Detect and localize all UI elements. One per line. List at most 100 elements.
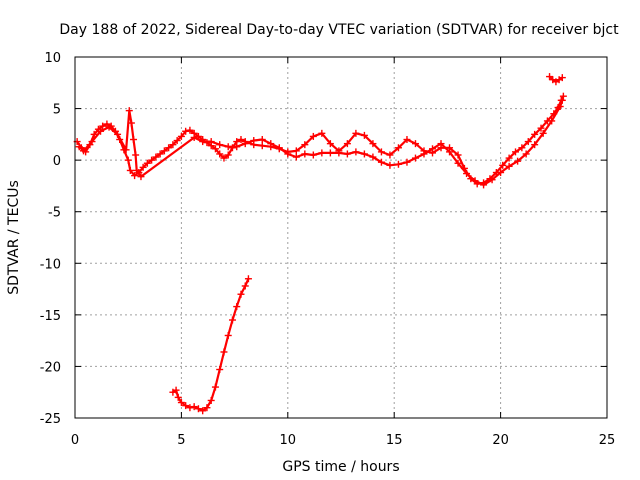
data-point (224, 143, 232, 151)
series-1 (73, 92, 567, 188)
data-point (292, 147, 300, 155)
y-tick-label: -20 (40, 360, 61, 375)
data-point (318, 129, 326, 137)
data-point (97, 127, 105, 135)
data-point (190, 403, 198, 411)
data-point (511, 148, 519, 156)
y-tick-label: 0 (53, 154, 61, 169)
data-point (463, 170, 471, 178)
data-point (216, 150, 224, 158)
data-point (224, 151, 232, 159)
data-point (88, 138, 96, 146)
data-point (343, 150, 351, 158)
data-point (241, 140, 249, 148)
series-2 (75, 96, 566, 189)
data-point (216, 366, 224, 374)
data-point (90, 130, 98, 138)
data-point (539, 129, 547, 137)
x-tick-label: 10 (280, 433, 297, 448)
data-point (99, 122, 107, 130)
x-tick-label: 5 (177, 433, 185, 448)
data-point (309, 132, 317, 140)
data-point (437, 140, 445, 148)
data-point (446, 148, 454, 156)
data-point (203, 404, 211, 412)
plot-frame (74, 56, 608, 419)
data-point (114, 130, 122, 138)
data-point (174, 393, 182, 401)
series-line (171, 277, 250, 412)
data-point (369, 153, 377, 161)
y-tick-label: -15 (40, 309, 61, 324)
data-point (233, 303, 241, 311)
data-point (177, 399, 185, 407)
grid-lines (75, 57, 607, 418)
data-point (420, 150, 428, 158)
y-tick-label: -25 (40, 412, 61, 427)
data-point (352, 129, 360, 137)
data-point (524, 138, 532, 146)
data-point (514, 157, 522, 165)
data-point (182, 402, 190, 410)
data-point (394, 144, 402, 152)
data-point (275, 144, 283, 152)
data-point (531, 141, 539, 149)
data-point (518, 144, 526, 152)
data-point (326, 140, 334, 148)
data-point (352, 148, 360, 156)
data-point (80, 147, 88, 155)
data-point (130, 136, 138, 144)
data-point (182, 127, 190, 135)
data-point (377, 158, 385, 166)
series-4 (169, 275, 252, 415)
data-point (224, 331, 232, 339)
data-point (546, 73, 554, 81)
data-point (505, 154, 513, 162)
data-point (237, 136, 245, 144)
data-point (377, 148, 385, 156)
data-point (152, 153, 160, 161)
data-point (220, 154, 228, 162)
data-point (220, 348, 228, 356)
data-point (211, 383, 219, 391)
data-point (411, 154, 419, 162)
data-point (143, 159, 151, 167)
x-tick-label: 25 (599, 433, 616, 448)
data-point (537, 124, 545, 132)
data-point (548, 117, 556, 125)
data-point (386, 151, 394, 159)
data-point (244, 275, 252, 283)
data-point (403, 136, 411, 144)
x-tick-label: 0 (71, 433, 79, 448)
data-point (369, 140, 377, 148)
data-point (75, 143, 83, 151)
data-point (194, 405, 202, 413)
y-axis-label: SDTVAR / TECUs (6, 180, 22, 295)
data-point (360, 131, 368, 139)
data-point (454, 159, 462, 167)
data-point (403, 158, 411, 166)
data-series (73, 73, 567, 415)
data-point (301, 150, 309, 158)
y-tick-label: -5 (48, 206, 61, 221)
data-point (250, 137, 258, 145)
data-point (177, 132, 185, 140)
data-point (233, 143, 241, 151)
data-point (165, 144, 173, 152)
data-point (497, 169, 505, 177)
data-point (360, 150, 368, 158)
data-point (318, 149, 326, 157)
data-point (133, 166, 141, 174)
data-point (522, 150, 530, 158)
data-point (499, 161, 507, 169)
data-point (556, 103, 564, 111)
data-point (394, 160, 402, 168)
data-point (237, 290, 245, 298)
data-point (292, 153, 300, 161)
data-point (172, 386, 180, 394)
data-point (471, 177, 479, 185)
data-point (216, 141, 224, 149)
data-point (429, 145, 437, 153)
data-point (207, 396, 215, 404)
